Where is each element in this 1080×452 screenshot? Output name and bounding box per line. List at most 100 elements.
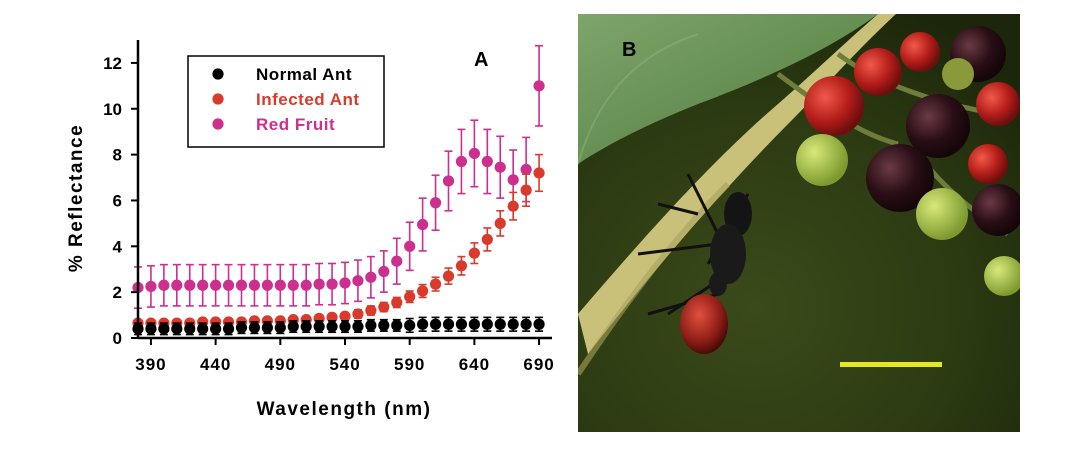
data-point <box>533 167 545 179</box>
scale-bar <box>840 362 942 367</box>
data-point <box>494 217 506 229</box>
data-point <box>300 320 312 333</box>
data-point <box>339 310 351 322</box>
data-point <box>417 285 429 297</box>
data-point <box>468 147 480 160</box>
data-point <box>533 318 545 330</box>
data-point <box>520 318 532 330</box>
data-point <box>210 323 222 335</box>
data-point <box>481 155 493 168</box>
data-point <box>326 320 338 333</box>
x-axis-label: Wavelength (nm) <box>257 399 432 420</box>
data-point <box>455 260 468 272</box>
data-point <box>313 320 325 333</box>
data-point <box>261 279 273 291</box>
data-point <box>197 279 209 291</box>
data-point <box>404 319 416 331</box>
data-point <box>404 240 416 252</box>
data-point <box>313 278 325 290</box>
data-point <box>429 278 442 290</box>
green-fruit <box>796 134 848 186</box>
data-point <box>326 278 338 290</box>
data-point <box>494 318 506 330</box>
data-point <box>520 163 532 176</box>
data-point <box>222 279 235 291</box>
data-point <box>158 323 170 335</box>
data-point <box>442 318 455 330</box>
data-point <box>507 318 519 330</box>
data-point <box>520 184 532 196</box>
data-point <box>429 318 442 330</box>
data-point <box>210 279 222 291</box>
data-point <box>248 322 261 334</box>
data-point <box>145 280 157 293</box>
legend-marker <box>212 118 224 130</box>
panel-label-b: B <box>622 39 636 61</box>
data-point <box>287 320 299 333</box>
data-point <box>429 197 442 209</box>
data-point <box>171 323 183 335</box>
legend: Normal Ant Infected Ant Red Fruit <box>187 55 385 148</box>
data-point <box>391 255 403 267</box>
data-point <box>507 200 519 212</box>
legend-label: Infected Ant <box>256 90 360 109</box>
y-tick-label: 8 <box>113 146 122 165</box>
data-point <box>287 279 299 291</box>
data-point <box>442 175 455 187</box>
y-tick-label: 10 <box>103 100 122 119</box>
data-point <box>235 279 248 291</box>
data-point <box>274 279 286 291</box>
x-tick-label: 640 <box>459 355 490 374</box>
data-point <box>365 304 377 317</box>
series-normal-ant <box>132 316 545 336</box>
data-point <box>222 323 235 335</box>
x-tick-label: 490 <box>265 355 296 374</box>
y-axis-label: % Reflectance <box>66 124 87 272</box>
data-point <box>481 318 493 330</box>
data-point <box>494 161 506 173</box>
data-point <box>404 291 416 303</box>
data-point <box>352 320 364 333</box>
data-point <box>274 322 286 334</box>
panel-label-a: A <box>474 49 488 71</box>
series-infected-ant <box>132 153 545 329</box>
data-point <box>507 174 519 186</box>
data-point <box>365 319 377 331</box>
y-tick-label: 4 <box>113 237 123 256</box>
y-tick-label: 0 <box>113 329 122 348</box>
reflectance-chart: 0 2 4 6 8 10 12 390 440 490 540 590 640 690 A Wavelen… <box>66 40 554 420</box>
data-point <box>171 279 183 291</box>
data-point <box>300 279 312 291</box>
x-tick-label: 440 <box>200 355 231 374</box>
data-point <box>417 218 429 231</box>
data-point <box>352 275 364 287</box>
data-point <box>339 320 351 333</box>
infected-ant <box>637 173 752 354</box>
red-fruit <box>804 76 864 136</box>
axes: 0 2 4 6 8 10 12 390 440 490 540 590 640 690 <box>103 40 554 374</box>
data-point <box>365 271 377 283</box>
data-point <box>261 322 273 334</box>
data-point <box>378 265 390 278</box>
leaf-stem <box>578 14 896 354</box>
data-point <box>235 322 248 334</box>
x-tick-label: 540 <box>329 355 360 374</box>
data-point <box>145 323 157 335</box>
red-gaster <box>680 294 728 354</box>
x-tick-label: 590 <box>394 355 425 374</box>
data-point <box>184 323 196 335</box>
photo-panel-b: B <box>578 14 1020 432</box>
data-point <box>391 319 403 331</box>
y-tick-label: 6 <box>113 191 122 210</box>
leaf <box>578 14 878 164</box>
plot-area <box>132 44 545 336</box>
data-point <box>468 247 480 259</box>
data-point <box>352 308 364 320</box>
data-point <box>391 296 403 309</box>
legend-marker <box>212 93 224 105</box>
data-point <box>417 318 429 330</box>
dark-fruit <box>906 94 970 158</box>
data-point <box>481 233 493 246</box>
x-tick-label: 690 <box>523 355 554 374</box>
data-point <box>248 279 261 291</box>
